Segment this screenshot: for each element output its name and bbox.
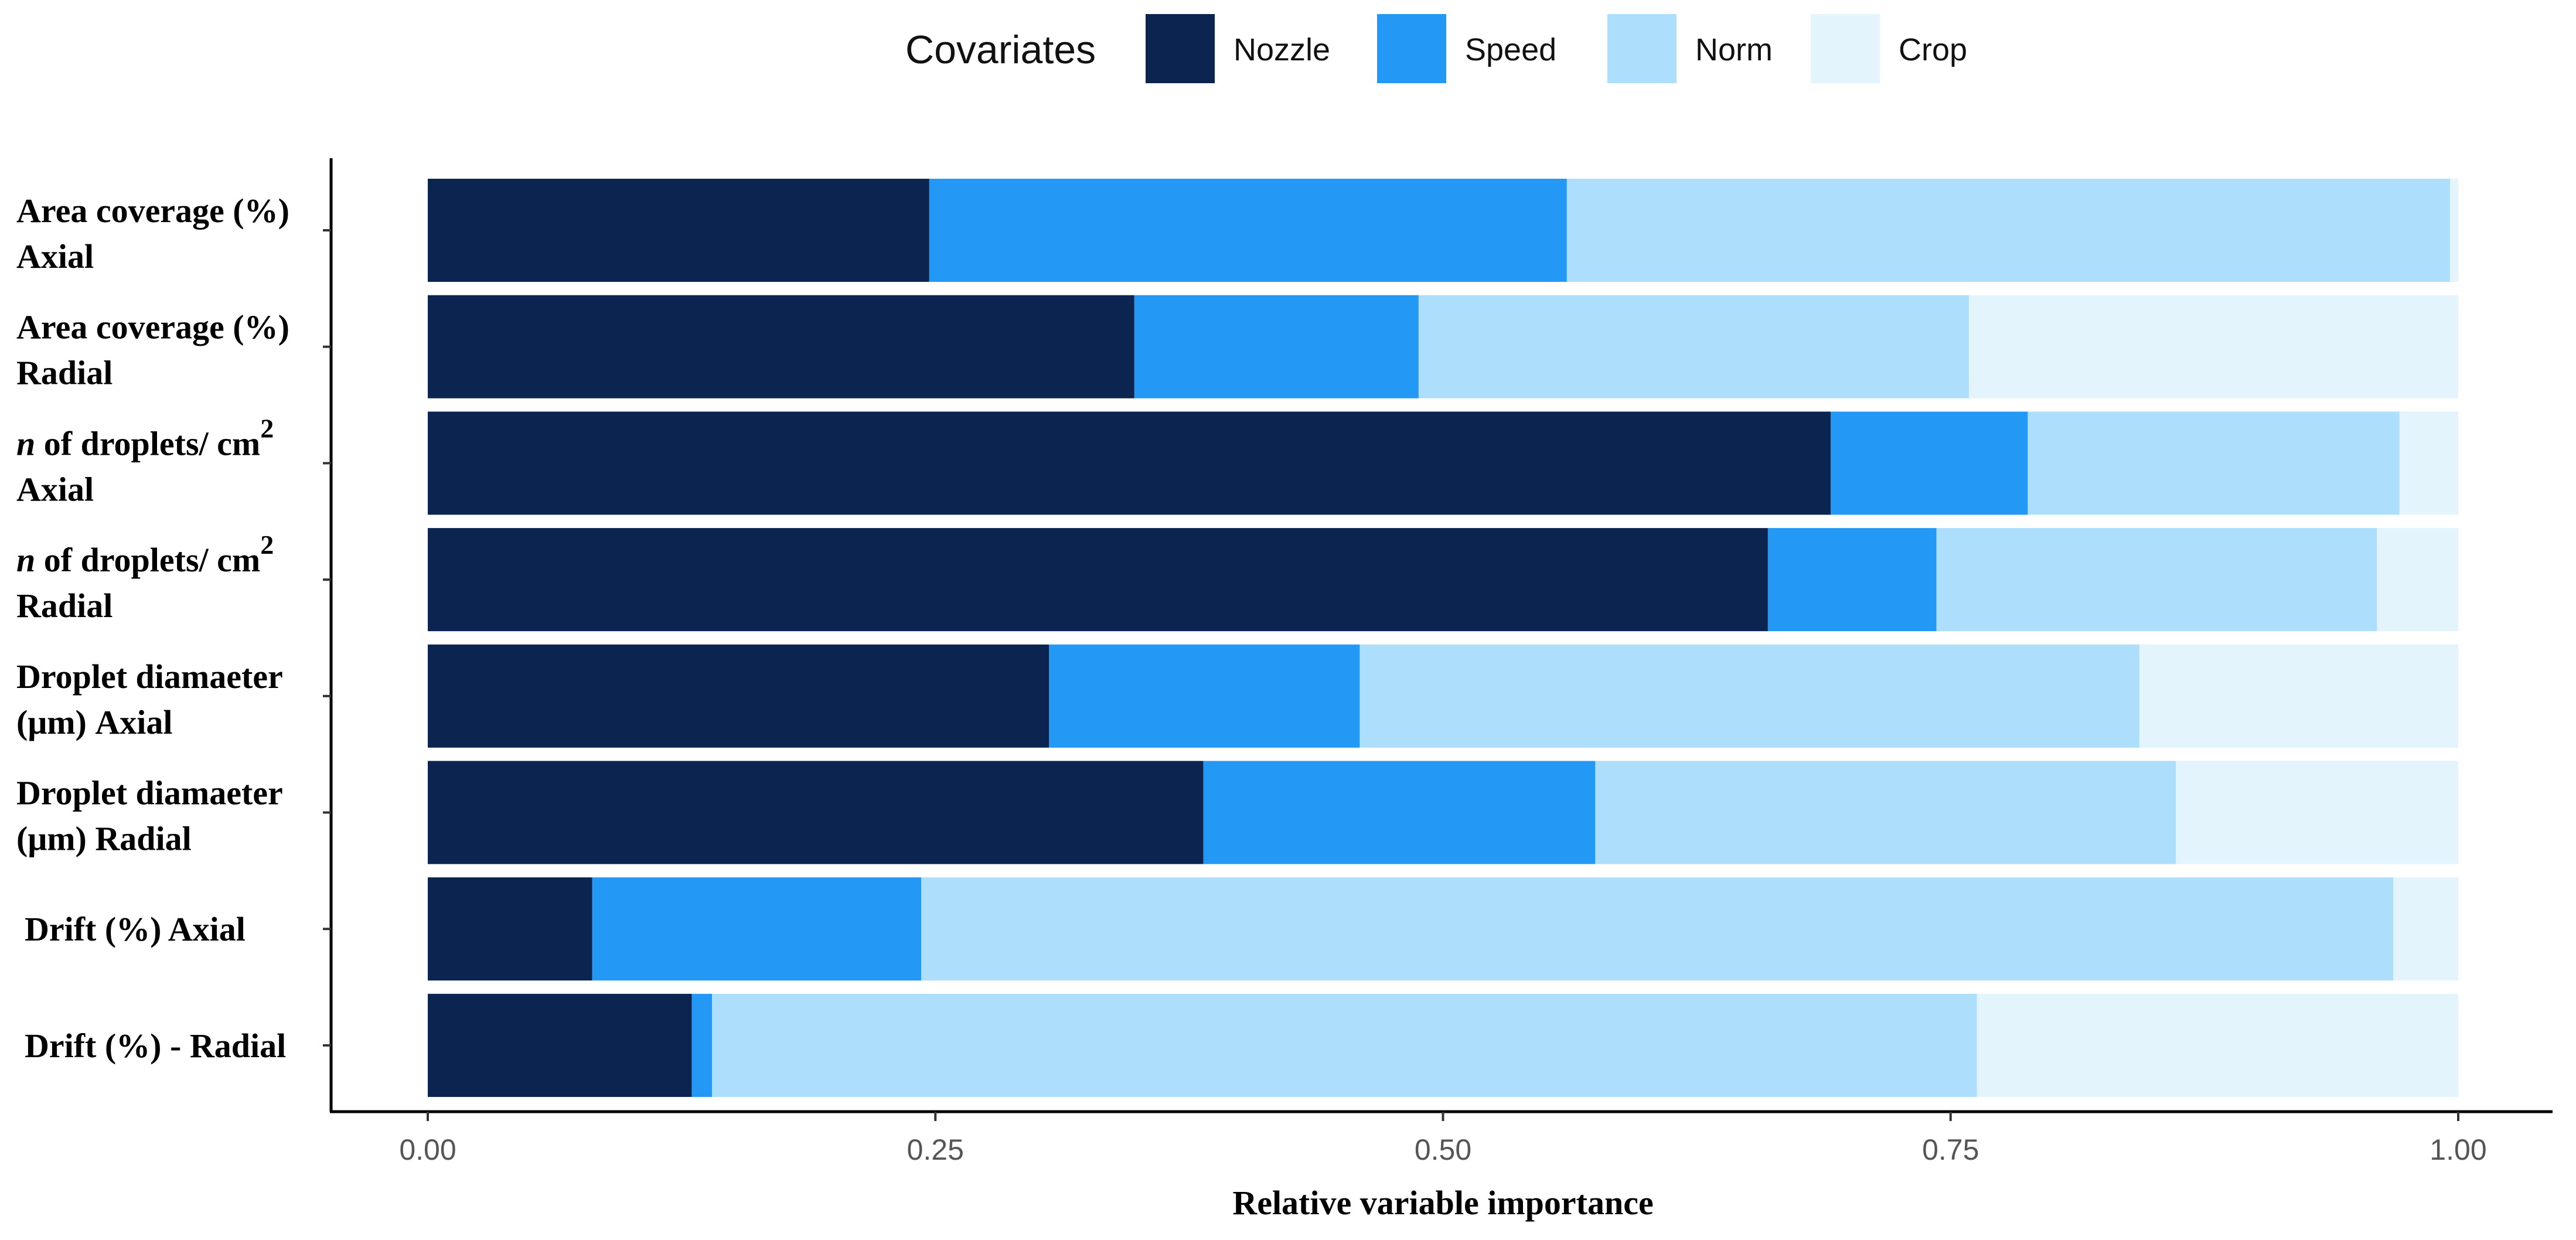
axes xyxy=(323,158,2553,1113)
category-label-line: Drift (%) - Radial xyxy=(25,1027,286,1065)
category-label-line: Drift (%) Axial xyxy=(25,910,246,948)
bar-norm-1 xyxy=(1566,179,2451,282)
bar-nozzle-6 xyxy=(428,761,1204,864)
bar-norm-4 xyxy=(1936,528,2377,632)
x-tick-label: 0.00 xyxy=(399,1133,456,1166)
category-label-line: (μm) Axial xyxy=(16,703,172,741)
category-label-3: n of droplets/ cm2 Axial xyxy=(16,413,274,508)
legend-swatch-nozzle xyxy=(1146,14,1215,83)
legend-label-speed: Speed xyxy=(1465,32,1556,67)
bar-nozzle-1 xyxy=(428,179,929,282)
category-labels: Area coverage (%) Axial Area coverage (%) R… xyxy=(16,192,289,1065)
category-label-line: n of droplets/ cm2 xyxy=(16,413,274,462)
bar-crop-7 xyxy=(2393,877,2458,981)
x-tick-label: 0.50 xyxy=(1415,1133,1471,1166)
bar-nozzle-2 xyxy=(428,295,1134,398)
category-label-line: n of droplets/ cm2 xyxy=(16,530,274,579)
bar-norm-2 xyxy=(1418,295,1969,398)
bar-speed-8 xyxy=(691,993,713,1097)
bars xyxy=(428,179,2458,1097)
category-label-6: Droplet diamaeter (μm) Radial xyxy=(16,774,283,858)
bar-speed-5 xyxy=(1049,644,1360,748)
bar-norm-6 xyxy=(1595,761,2176,864)
category-label-1: Area coverage (%) Axial xyxy=(16,192,289,275)
x-axis-title: Relative variable importance xyxy=(1232,1184,1653,1222)
x-tick-label: 1.00 xyxy=(2430,1133,2486,1166)
bar-speed-6 xyxy=(1203,761,1596,864)
category-label-4: n of droplets/ cm2 Radial xyxy=(16,530,274,625)
bar-crop-4 xyxy=(2377,528,2458,632)
bar-nozzle-5 xyxy=(428,644,1050,748)
bar-crop-1 xyxy=(2450,179,2458,282)
bar-crop-5 xyxy=(2139,644,2458,748)
bar-norm-3 xyxy=(2028,411,2400,515)
bar-nozzle-3 xyxy=(428,411,1831,515)
legend-swatch-crop xyxy=(1811,14,1880,83)
bar-crop-3 xyxy=(2399,411,2458,515)
x-ticks: 0.00 0.25 0.50 0.75 1.00 xyxy=(399,1112,2487,1166)
category-label-2: Area coverage (%) Radial xyxy=(16,308,289,392)
legend-label-crop: Crop xyxy=(1899,32,1967,67)
bar-norm-7 xyxy=(921,877,2394,981)
category-label-line: Radial xyxy=(16,354,113,392)
category-label-line: Area coverage (%) xyxy=(16,192,289,230)
bar-nozzle-8 xyxy=(428,993,692,1097)
bar-speed-2 xyxy=(1134,295,1419,398)
bar-speed-3 xyxy=(1831,411,2028,515)
legend-label-nozzle: Nozzle xyxy=(1234,32,1330,67)
category-label-5: Droplet diamaeter (μm) Axial xyxy=(16,658,283,741)
bar-norm-8 xyxy=(712,993,1977,1097)
bar-norm-5 xyxy=(1359,644,2139,748)
bar-nozzle-7 xyxy=(428,877,592,981)
category-label-8: Drift (%) - Radial xyxy=(25,1027,286,1065)
category-label-line: Axial xyxy=(16,237,94,275)
category-label-line: Droplet diamaeter xyxy=(16,774,283,812)
category-label-line: Droplet diamaeter xyxy=(16,658,283,696)
legend: Covariates Nozzle Speed Norm Crop xyxy=(905,14,1967,83)
category-label-line: (μm) Radial xyxy=(16,820,192,858)
x-tick-label: 0.75 xyxy=(1922,1133,1979,1166)
legend-swatch-norm xyxy=(1607,14,1677,83)
legend-swatch-speed xyxy=(1377,14,1446,83)
bar-speed-7 xyxy=(592,877,921,981)
category-label-line: Axial xyxy=(16,470,94,508)
category-label-line: Area coverage (%) xyxy=(16,308,289,346)
x-tick-label: 0.25 xyxy=(907,1133,964,1166)
bar-speed-4 xyxy=(1767,528,1937,632)
bar-crop-8 xyxy=(1977,993,2458,1097)
legend-label-norm: Norm xyxy=(1695,32,1773,67)
bar-nozzle-4 xyxy=(428,528,1768,632)
bar-crop-6 xyxy=(2176,761,2458,864)
category-label-line: Radial xyxy=(16,587,113,625)
bar-crop-2 xyxy=(1968,295,2458,398)
bar-speed-1 xyxy=(929,179,1567,282)
legend-title: Covariates xyxy=(905,28,1096,72)
category-label-7: Drift (%) Axial xyxy=(25,910,246,948)
